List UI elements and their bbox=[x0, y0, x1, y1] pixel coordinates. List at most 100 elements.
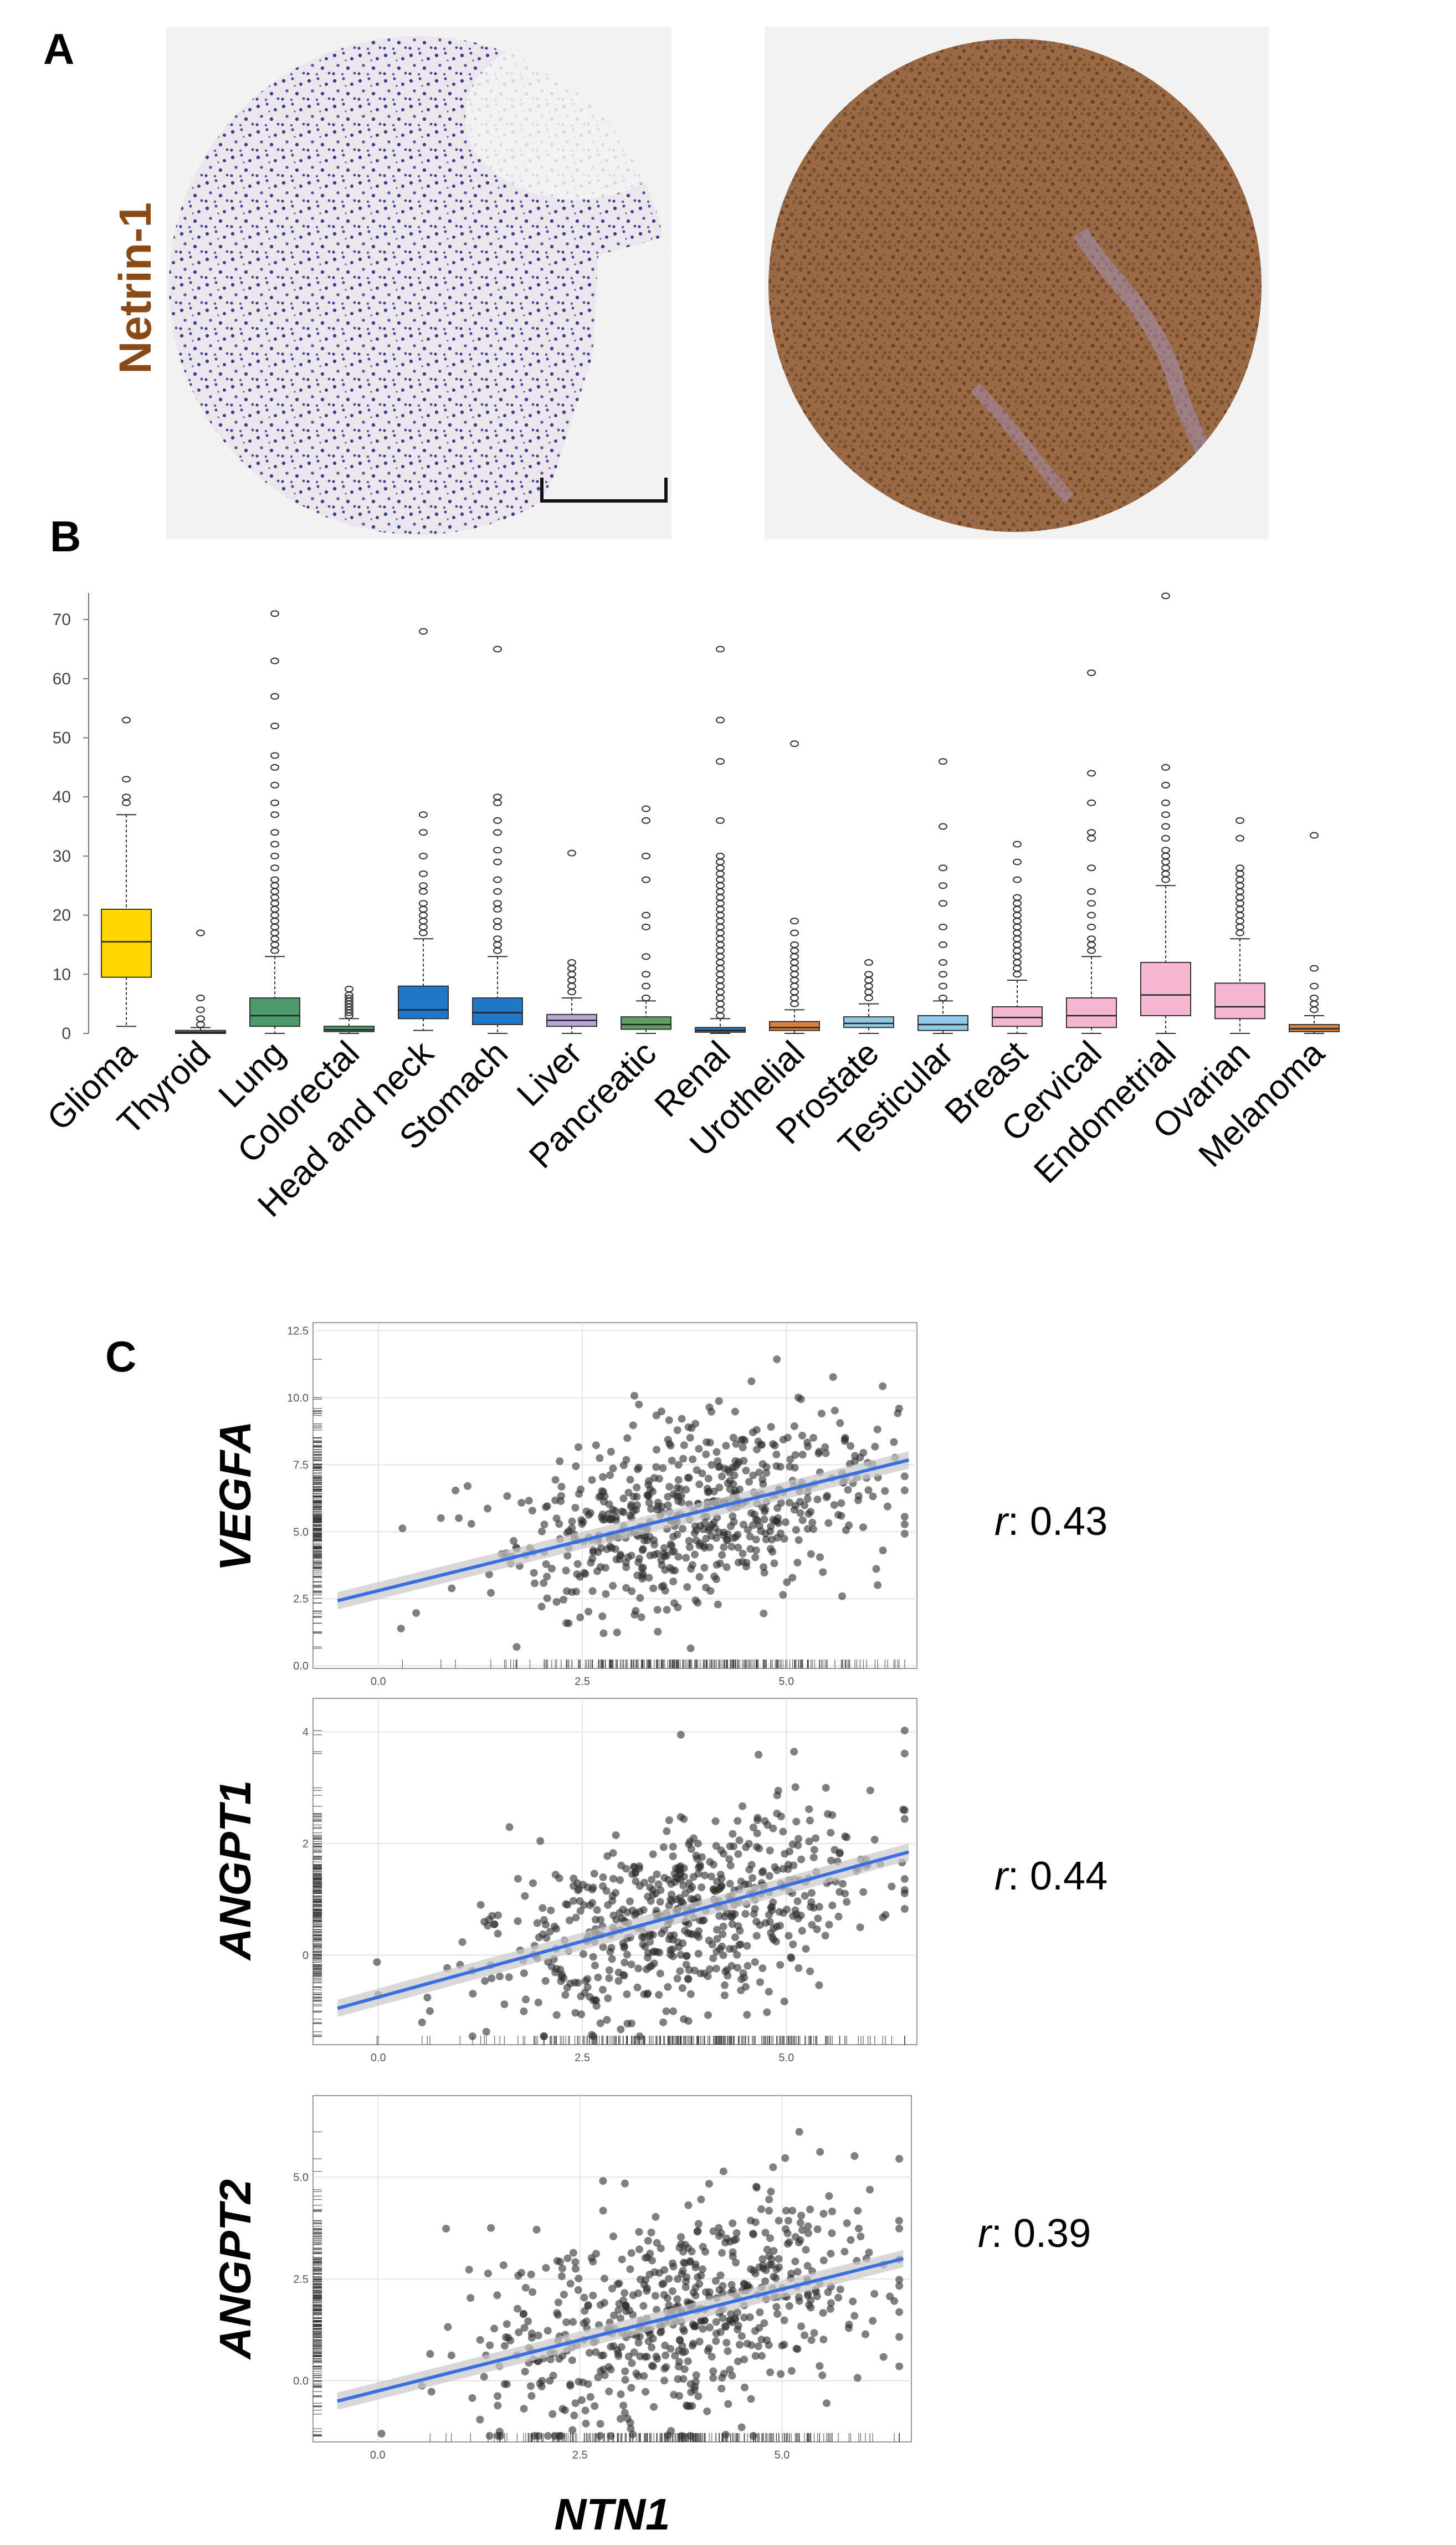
data-point bbox=[862, 2330, 869, 2338]
data-point bbox=[756, 1978, 764, 1986]
data-point bbox=[607, 1448, 615, 1456]
outlier-point bbox=[1235, 864, 1244, 872]
data-point bbox=[694, 1949, 703, 1958]
data-point bbox=[749, 1824, 757, 1831]
outlier-point bbox=[345, 985, 353, 992]
data-point bbox=[622, 2301, 630, 2310]
data-point bbox=[553, 2309, 561, 2317]
data-point bbox=[756, 1921, 764, 1929]
data-point bbox=[487, 1589, 495, 1597]
data-point bbox=[727, 2310, 735, 2318]
data-point bbox=[772, 1451, 781, 1459]
data-point bbox=[731, 1910, 739, 1918]
data-point bbox=[720, 1543, 728, 1551]
data-point bbox=[815, 1903, 823, 1911]
data-point bbox=[823, 1492, 831, 1500]
data-point bbox=[493, 2291, 501, 2300]
data-point bbox=[828, 2229, 836, 2237]
outlier-point bbox=[419, 852, 428, 859]
outlier-point bbox=[1310, 994, 1319, 1001]
data-point bbox=[673, 1426, 681, 1434]
data-point bbox=[828, 1901, 837, 1909]
data-point bbox=[623, 1990, 631, 1999]
data-point bbox=[644, 1949, 652, 1957]
data-point bbox=[650, 2268, 659, 2276]
data-point bbox=[726, 2365, 734, 2374]
panel-letter-c: C bbox=[105, 1332, 136, 1381]
data-point bbox=[650, 1536, 658, 1544]
data-point bbox=[627, 2249, 635, 2257]
outlier-point bbox=[642, 971, 650, 978]
outlier-point bbox=[1013, 965, 1022, 972]
data-point bbox=[680, 1815, 688, 1823]
data-point bbox=[676, 1894, 684, 1902]
x-tick-label: 5.0 bbox=[778, 1676, 794, 1688]
data-point bbox=[586, 2349, 593, 2357]
data-point bbox=[795, 2297, 803, 2305]
data-point bbox=[540, 1520, 548, 1529]
data-point bbox=[689, 2339, 698, 2348]
data-point bbox=[752, 1426, 761, 1434]
data-point bbox=[680, 1441, 688, 1450]
data-point bbox=[843, 1898, 851, 1906]
data-point bbox=[612, 1831, 620, 1839]
data-point bbox=[626, 1511, 634, 1519]
data-point bbox=[791, 1783, 799, 1791]
data-point bbox=[879, 1547, 887, 1554]
data-point bbox=[617, 2415, 624, 2423]
data-point bbox=[781, 1850, 789, 1858]
data-point bbox=[526, 2382, 535, 2390]
data-point bbox=[591, 2402, 599, 2410]
data-point bbox=[798, 1927, 806, 1935]
data-point bbox=[773, 2310, 782, 2318]
outlier-point bbox=[716, 912, 725, 919]
data-point bbox=[649, 1930, 657, 1939]
data-point bbox=[866, 2185, 874, 2194]
data-point bbox=[850, 2312, 859, 2320]
data-point bbox=[619, 2401, 628, 2410]
outlier-point bbox=[939, 823, 947, 830]
data-point bbox=[819, 2309, 827, 2317]
data-point bbox=[598, 1612, 607, 1620]
outlier-point bbox=[790, 965, 799, 972]
data-point bbox=[757, 2205, 765, 2213]
data-point bbox=[694, 2220, 703, 2228]
y-tick-label: 30 bbox=[53, 847, 71, 866]
data-point bbox=[707, 1872, 715, 1881]
data-point bbox=[532, 2225, 541, 2234]
data-point bbox=[838, 1592, 847, 1600]
data-point bbox=[900, 1513, 909, 1521]
data-point bbox=[548, 2410, 557, 2418]
data-point bbox=[734, 1817, 742, 1825]
data-point bbox=[805, 1805, 813, 1814]
data-point bbox=[585, 1607, 593, 1616]
data-point bbox=[630, 1391, 638, 1400]
data-point bbox=[760, 1563, 768, 1571]
outlier-point bbox=[716, 758, 725, 765]
x-tick-label: 5.0 bbox=[778, 2052, 794, 2064]
data-point bbox=[480, 1918, 489, 1926]
data-point bbox=[691, 2378, 700, 2386]
data-point bbox=[681, 2283, 690, 2291]
outlier-point bbox=[1235, 912, 1244, 919]
data-point bbox=[711, 1817, 720, 1825]
data-point bbox=[585, 1511, 593, 1519]
data-point bbox=[623, 2020, 632, 2028]
data-point bbox=[610, 2311, 618, 2319]
data-point bbox=[706, 2323, 714, 2332]
outlier-point bbox=[270, 852, 279, 859]
data-point bbox=[596, 1563, 604, 1571]
data-point bbox=[659, 2280, 668, 2288]
outlier-point bbox=[1087, 923, 1096, 930]
outlier-point bbox=[196, 1021, 205, 1028]
data-point bbox=[744, 1962, 752, 1970]
scatter-vegfa: 0.0 2.5 5.0 0.0 2.5 5.0 7.5 10.0 12.5 VEGFA r: 0.4… bbox=[211, 1322, 1108, 1688]
data-point bbox=[634, 2289, 642, 2297]
data-point bbox=[736, 2341, 744, 2349]
data-point bbox=[775, 2216, 783, 2225]
data-point bbox=[762, 1469, 771, 1477]
data-point bbox=[683, 1583, 691, 1591]
data-point bbox=[621, 2375, 629, 2384]
data-point bbox=[663, 1827, 671, 1835]
data-point bbox=[680, 2327, 688, 2336]
